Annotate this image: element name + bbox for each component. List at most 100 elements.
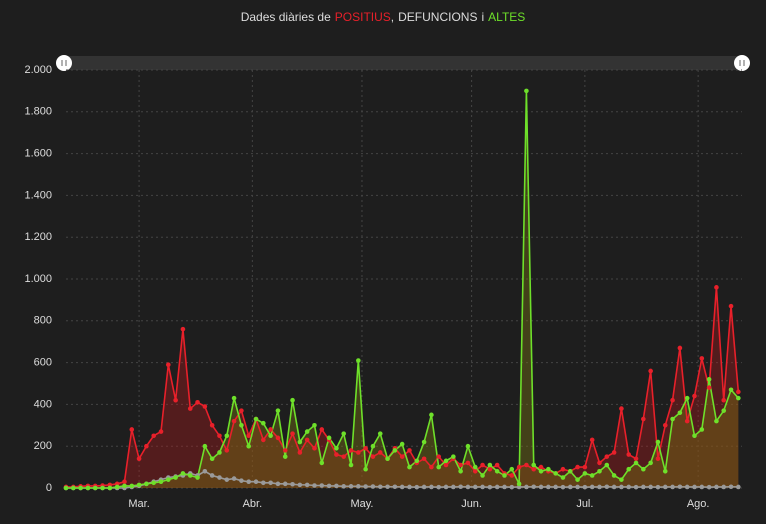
point <box>670 484 675 490</box>
point <box>253 416 259 422</box>
point <box>239 408 244 413</box>
point <box>421 456 427 462</box>
point <box>472 464 478 470</box>
point <box>158 479 164 485</box>
point <box>436 464 442 470</box>
point <box>538 464 544 470</box>
point <box>472 484 478 490</box>
point <box>282 448 288 453</box>
point <box>407 484 412 490</box>
point <box>699 356 705 361</box>
point <box>202 468 208 474</box>
point <box>458 462 463 468</box>
point <box>436 484 442 490</box>
point <box>611 450 617 455</box>
point <box>429 412 434 418</box>
point <box>304 482 310 488</box>
point <box>275 435 281 441</box>
area <box>66 287 739 488</box>
point <box>494 484 500 490</box>
y-tick-label: 800 <box>34 315 52 327</box>
point <box>582 484 588 490</box>
point <box>261 420 266 426</box>
point <box>209 423 215 428</box>
point <box>714 285 719 290</box>
point <box>144 481 149 487</box>
point <box>392 448 398 453</box>
point <box>611 473 617 478</box>
point <box>399 441 405 447</box>
point <box>399 484 405 490</box>
point <box>487 462 493 468</box>
point <box>377 431 383 436</box>
point <box>253 479 259 485</box>
range-slider[interactable] <box>64 56 742 70</box>
point <box>282 481 288 487</box>
point <box>502 473 507 478</box>
point <box>304 437 310 443</box>
point <box>531 484 537 490</box>
point <box>604 454 610 459</box>
point <box>231 395 237 401</box>
point <box>567 484 573 490</box>
point <box>706 484 712 490</box>
point <box>721 484 727 490</box>
point <box>589 437 595 443</box>
point <box>304 429 310 434</box>
point <box>626 452 632 457</box>
point <box>509 466 515 472</box>
point <box>677 484 683 490</box>
point <box>721 408 727 413</box>
point <box>662 423 668 428</box>
point <box>275 408 281 413</box>
point <box>100 485 105 491</box>
point <box>524 462 529 468</box>
y-tick-label: 400 <box>34 398 52 410</box>
point <box>736 389 741 395</box>
point <box>736 395 741 401</box>
range-handle-right[interactable] <box>734 55 750 71</box>
point <box>670 416 675 422</box>
point <box>611 484 617 490</box>
point <box>370 443 376 449</box>
point <box>217 475 222 480</box>
point <box>187 473 193 478</box>
point <box>494 462 500 468</box>
point <box>728 387 734 393</box>
point <box>421 484 427 490</box>
point <box>377 450 383 455</box>
x-tick-label: Abr. <box>243 498 263 510</box>
point <box>392 484 398 490</box>
point <box>633 456 639 462</box>
point <box>575 484 580 490</box>
point <box>370 454 376 459</box>
point <box>195 475 200 480</box>
point <box>472 468 478 474</box>
point <box>363 466 368 472</box>
point <box>348 448 354 453</box>
point <box>85 485 91 491</box>
title-positius: POSITIUS <box>335 10 391 24</box>
point <box>494 468 500 474</box>
point <box>166 362 171 367</box>
point <box>122 483 127 489</box>
point <box>714 418 719 424</box>
point <box>297 450 303 455</box>
point <box>516 464 522 470</box>
point <box>282 454 288 459</box>
point <box>239 423 244 428</box>
point <box>641 416 646 422</box>
point <box>619 477 624 482</box>
point <box>714 484 719 490</box>
point <box>655 484 661 490</box>
point <box>699 427 705 432</box>
point <box>180 326 186 332</box>
chart-title: Dades diàries de POSITIUS, DEFUNCIONS i ALTE… <box>241 10 526 24</box>
point <box>231 418 237 424</box>
point <box>443 484 449 490</box>
point <box>509 484 515 490</box>
range-handle-left[interactable] <box>56 55 72 71</box>
point <box>261 480 266 486</box>
point <box>429 484 434 490</box>
